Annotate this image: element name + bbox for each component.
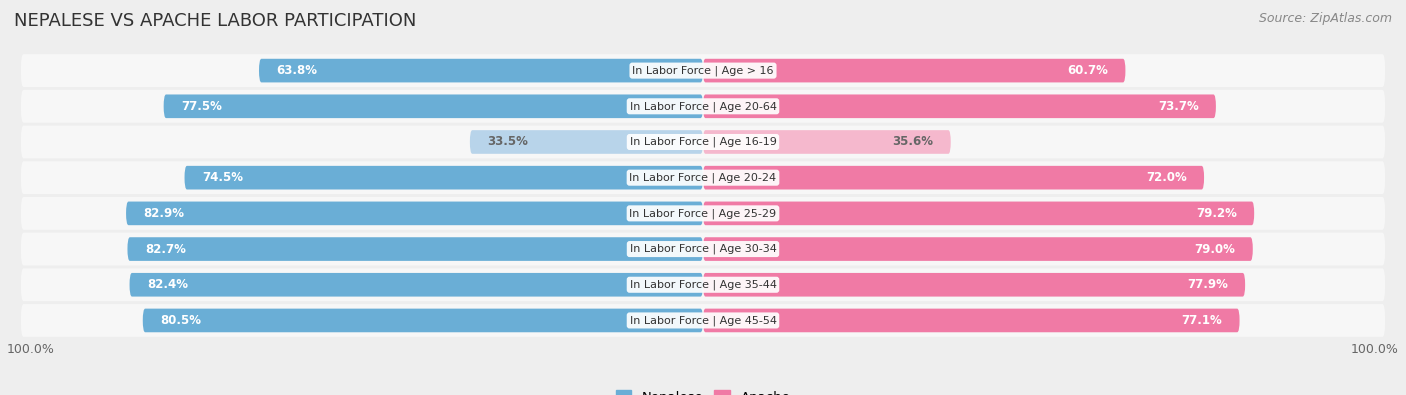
Text: 35.6%: 35.6%: [893, 135, 934, 149]
FancyBboxPatch shape: [21, 233, 1385, 265]
Text: 80.5%: 80.5%: [160, 314, 201, 327]
Legend: Nepalese, Apache: Nepalese, Apache: [610, 385, 796, 395]
Text: 33.5%: 33.5%: [488, 135, 529, 149]
Text: 82.4%: 82.4%: [146, 278, 188, 291]
Text: 74.5%: 74.5%: [202, 171, 243, 184]
Text: In Labor Force | Age 16-19: In Labor Force | Age 16-19: [630, 137, 776, 147]
Text: 77.1%: 77.1%: [1181, 314, 1222, 327]
FancyBboxPatch shape: [21, 90, 1385, 123]
FancyBboxPatch shape: [143, 308, 703, 332]
FancyBboxPatch shape: [184, 166, 703, 190]
FancyBboxPatch shape: [703, 273, 1246, 297]
FancyBboxPatch shape: [703, 59, 1125, 83]
FancyBboxPatch shape: [21, 268, 1385, 301]
FancyBboxPatch shape: [703, 308, 1240, 332]
Text: NEPALESE VS APACHE LABOR PARTICIPATION: NEPALESE VS APACHE LABOR PARTICIPATION: [14, 12, 416, 30]
Text: 63.8%: 63.8%: [277, 64, 318, 77]
Text: In Labor Force | Age 35-44: In Labor Force | Age 35-44: [630, 280, 776, 290]
FancyBboxPatch shape: [21, 161, 1385, 194]
Text: 100.0%: 100.0%: [1351, 342, 1399, 356]
FancyBboxPatch shape: [470, 130, 703, 154]
FancyBboxPatch shape: [21, 304, 1385, 337]
Text: 79.0%: 79.0%: [1195, 243, 1236, 256]
Text: In Labor Force | Age > 16: In Labor Force | Age > 16: [633, 65, 773, 76]
FancyBboxPatch shape: [127, 201, 703, 225]
Text: Source: ZipAtlas.com: Source: ZipAtlas.com: [1258, 12, 1392, 25]
FancyBboxPatch shape: [21, 54, 1385, 87]
Text: 82.7%: 82.7%: [145, 243, 186, 256]
Text: 79.2%: 79.2%: [1197, 207, 1237, 220]
FancyBboxPatch shape: [259, 59, 703, 83]
FancyBboxPatch shape: [128, 237, 703, 261]
Text: 82.9%: 82.9%: [143, 207, 184, 220]
FancyBboxPatch shape: [163, 94, 703, 118]
Text: In Labor Force | Age 20-24: In Labor Force | Age 20-24: [630, 173, 776, 183]
Text: 72.0%: 72.0%: [1146, 171, 1187, 184]
FancyBboxPatch shape: [703, 237, 1253, 261]
Text: In Labor Force | Age 45-54: In Labor Force | Age 45-54: [630, 315, 776, 326]
Text: In Labor Force | Age 20-64: In Labor Force | Age 20-64: [630, 101, 776, 111]
FancyBboxPatch shape: [129, 273, 703, 297]
Text: In Labor Force | Age 25-29: In Labor Force | Age 25-29: [630, 208, 776, 218]
Text: 73.7%: 73.7%: [1157, 100, 1198, 113]
FancyBboxPatch shape: [21, 197, 1385, 230]
FancyBboxPatch shape: [21, 126, 1385, 158]
FancyBboxPatch shape: [703, 166, 1204, 190]
FancyBboxPatch shape: [703, 94, 1216, 118]
FancyBboxPatch shape: [703, 130, 950, 154]
Text: 77.9%: 77.9%: [1187, 278, 1227, 291]
Text: In Labor Force | Age 30-34: In Labor Force | Age 30-34: [630, 244, 776, 254]
Text: 77.5%: 77.5%: [181, 100, 222, 113]
Text: 100.0%: 100.0%: [7, 342, 55, 356]
FancyBboxPatch shape: [703, 201, 1254, 225]
Text: 60.7%: 60.7%: [1067, 64, 1108, 77]
